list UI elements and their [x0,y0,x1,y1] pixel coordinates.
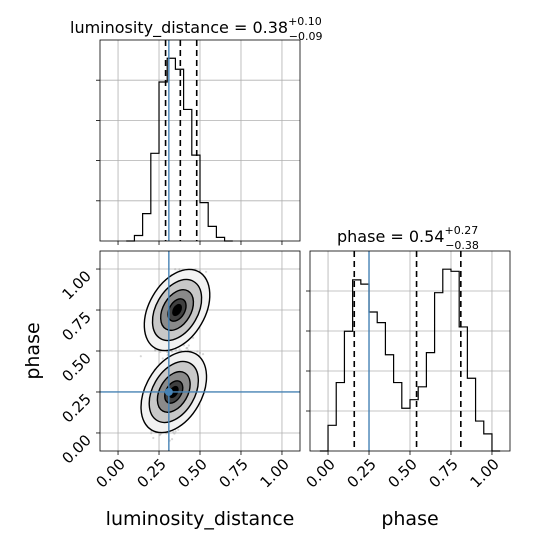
x-tick-label: 0.25 [343,455,379,491]
sample-point [150,432,153,435]
sample-point [154,349,157,352]
y-tick-label: 0.00 [58,431,94,467]
sample-point [158,433,161,437]
sample-point [170,438,174,441]
sample-point [204,270,208,273]
sample-point [192,336,195,339]
sample-point [196,350,199,353]
sample-point [185,347,188,350]
sample-point [159,350,162,354]
sample-point [174,430,177,433]
sample-point [178,268,181,271]
phase-title: phase = 0.54+0.27 −0.38 [337,224,479,252]
sample-point [201,353,205,356]
sample-point [139,355,142,358]
luminosity-distance-histogram-panel [96,39,301,245]
sample-point [152,436,155,440]
x-tick-label: 0.25 [133,455,169,491]
phase-histogram [319,268,501,452]
y-tick-label: 0.25 [58,390,94,426]
sample-point [161,357,164,360]
phase-histogram-panel: 0.00 0.25 0.50 0.75 1.00 [303,250,511,491]
y-tick-label: 0.50 [58,349,94,385]
x-tick-label: 0.50 [174,455,210,491]
sample-point [172,430,175,434]
sample-point [174,268,177,271]
sample-point [178,348,181,351]
density-panel: 0.000.000.250.250.500.500.750.751.001.00 [58,250,301,491]
luminosity-distance-histogram [126,57,233,242]
sample-point [198,351,202,355]
sample-point [177,428,180,431]
sample-point [170,350,174,353]
luminosity-distance-title: luminosity_distance = 0.38+0.10 −0.09 [70,15,323,43]
x-axis-label-phase: phase [381,508,438,530]
x-tick-label: 0.00 [93,455,129,491]
x-tick-label: 0.75 [425,455,461,491]
density-contour [172,303,182,317]
x-tick-label: 1.00 [466,455,502,491]
density-contours [140,268,211,434]
y-tick-label: 1.00 [58,267,94,303]
sample-point [186,346,189,350]
y-axis-label-phase: phase [22,322,44,379]
x-tick-label: 0.00 [303,455,339,491]
x-tick-label: 0.75 [215,455,251,491]
sample-point [173,432,176,435]
sample-point [187,344,190,347]
y-tick-label: 0.75 [58,308,94,344]
x-tick-label: 0.50 [384,455,420,491]
x-axis-label-luminosity-distance: luminosity_distance [106,508,295,530]
sample-point [174,349,178,352]
x-tick-label: 1.00 [256,455,292,491]
